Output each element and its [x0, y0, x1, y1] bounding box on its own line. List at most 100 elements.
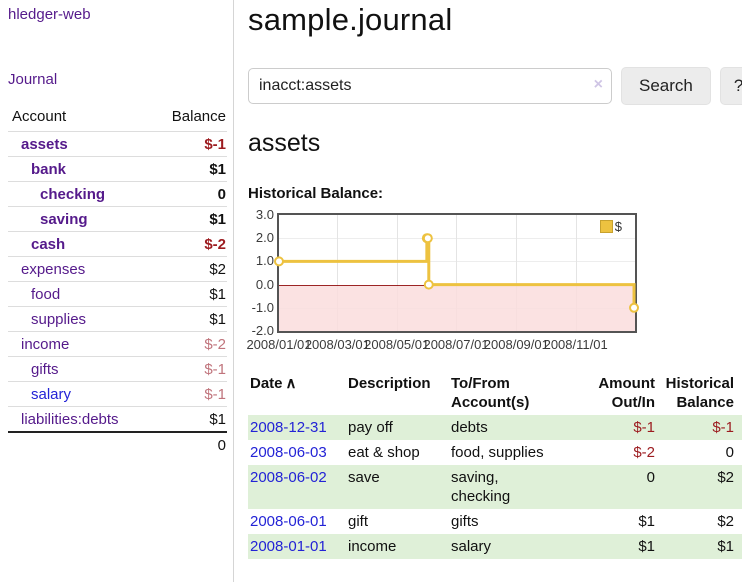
transaction-date-link[interactable]: 2008-06-03: [250, 444, 327, 461]
transaction-amount: $1: [638, 538, 655, 555]
transaction-description: income: [348, 538, 397, 555]
transaction-date-link[interactable]: 2008-06-01: [250, 513, 327, 530]
transaction-balance: 0: [725, 444, 734, 461]
x-axis-tick-label: 2008/05/01: [364, 337, 430, 352]
register-row: 2008-12-31 pay off debts $-1 $-1: [248, 415, 742, 440]
register-header-date[interactable]: Date ∧: [250, 375, 297, 392]
account-balance: $-2: [150, 331, 227, 357]
clear-search-icon[interactable]: ×: [593, 76, 603, 93]
sidebar-item-journal[interactable]: Journal: [8, 71, 58, 88]
historical-balance-chart: $ 3.0 2.0 1.0 0.0 -1.0 -2.0 2008/01/01 2008/03/…: [246, 208, 742, 355]
legend-label: $: [614, 219, 622, 234]
account-link[interactable]: expenses: [21, 261, 86, 278]
accounts-tbody: assets $-1 bank $1 checking 0 saving $1 cash $-2 e…: [8, 131, 227, 432]
y-axis-tick-label: -1.0: [251, 299, 274, 315]
account-link[interactable]: liabilities:debts: [21, 411, 119, 428]
chart-data-point: [274, 256, 284, 267]
legend-swatch-icon: [599, 220, 613, 233]
y-axis-tick-label: -2.0: [251, 323, 274, 338]
register-header-amount: Amount Out/In: [598, 375, 655, 411]
transaction-date-link[interactable]: 2008-12-31: [250, 419, 327, 436]
account-link[interactable]: cash: [31, 236, 66, 253]
x-axis-tick-label: 2008/11/01: [543, 337, 608, 352]
register-tbody: 2008-12-31 pay off debts $-1 $-1 2008-06-03 ea…: [248, 415, 742, 559]
transaction-amount: $-2: [633, 444, 655, 461]
account-balance: $1: [150, 206, 227, 232]
transaction-date-link[interactable]: 2008-01-01: [250, 538, 327, 555]
account-row: income $-2: [8, 331, 227, 357]
account-row: gifts $-1: [8, 356, 227, 382]
account-balance: $2: [150, 256, 227, 282]
account-balance: $1: [150, 156, 227, 182]
register-header-accounts: To/From Account(s): [451, 375, 530, 411]
balance-line: [279, 236, 636, 308]
account-balance: $1: [150, 406, 227, 432]
main-content: sample.journal × Search ? assets Histori…: [234, 0, 742, 559]
account-link[interactable]: bank: [31, 161, 67, 178]
transaction-accounts: salary: [451, 538, 492, 555]
chart-data-point: [629, 302, 640, 313]
account-link[interactable]: food: [31, 286, 61, 303]
transaction-description: save: [348, 469, 380, 486]
transaction-amount: $-1: [633, 419, 655, 436]
account-balance: $-1: [150, 381, 227, 407]
account-balance: $1: [150, 281, 227, 307]
account-link[interactable]: checking: [40, 186, 106, 203]
accounts-total-row: 0: [8, 431, 227, 457]
y-axis-tick-label: 2.0: [255, 230, 274, 246]
account-link[interactable]: income: [21, 336, 70, 353]
transaction-description: gift: [348, 513, 369, 530]
transaction-description: eat & shop: [348, 444, 420, 461]
account-balance: $-1: [150, 356, 227, 382]
transaction-accounts: saving, checking: [451, 469, 511, 505]
accounts-header-balance: Balance: [171, 108, 226, 125]
account-row: assets $-1: [8, 131, 227, 157]
account-link[interactable]: saving: [40, 211, 88, 228]
search-form: × Search ?: [248, 67, 742, 105]
search-help-button[interactable]: ?: [719, 67, 742, 105]
accounts-total-value: 0: [150, 431, 227, 457]
account-row: food $1: [8, 281, 227, 307]
transaction-balance: $2: [717, 513, 734, 530]
chart-data-point: [423, 279, 434, 290]
sort-ascending-icon: ∧: [285, 375, 297, 392]
account-balance: 0: [150, 181, 227, 207]
account-row: salary $-1: [8, 381, 227, 407]
transaction-balance: $-1: [712, 419, 734, 436]
account-row: checking 0: [8, 181, 227, 207]
account-balance: $1: [150, 306, 227, 332]
x-axis-tick-label: 2008/03/01: [304, 337, 370, 352]
transaction-accounts: food, supplies: [451, 444, 544, 461]
accounts-table: Account Balance assets $-1 bank $1 checking 0…: [8, 104, 227, 457]
account-link[interactable]: salary: [31, 386, 72, 403]
app-title-link[interactable]: hledger-web: [8, 6, 91, 23]
transaction-description: pay off: [348, 419, 393, 436]
search-button[interactable]: Search: [621, 67, 711, 105]
sidebar: hledger-web Journal Account Balance asse…: [0, 0, 234, 582]
register-row: 2008-06-01 gift gifts $1 $2: [248, 509, 742, 534]
account-balance: $-1: [150, 131, 227, 157]
search-input[interactable]: [248, 68, 612, 104]
register-row: 2008-01-01 income salary $1 $1: [248, 534, 742, 559]
account-link[interactable]: gifts: [31, 361, 59, 378]
accounts-header-account: Account: [12, 108, 67, 125]
x-axis-tick-label: 2008/09/01: [483, 337, 549, 352]
transaction-accounts: debts: [451, 419, 488, 436]
account-row: cash $-2: [8, 231, 227, 257]
account-balance: $-2: [150, 231, 227, 257]
x-axis-tick-label: 2008/07/01: [423, 337, 489, 352]
account-link[interactable]: assets: [21, 136, 68, 153]
transaction-balance: $2: [717, 469, 734, 486]
transaction-date-link[interactable]: 2008-06-02: [250, 469, 327, 486]
account-row: supplies $1: [8, 306, 227, 332]
register-header-balance: Historical Balance: [665, 375, 734, 411]
register-row: 2008-06-02 save saving, checking 0 $2: [248, 465, 742, 509]
account-row: saving $1: [8, 206, 227, 232]
account-row: bank $1: [8, 156, 227, 182]
chart-heading: Historical Balance:: [248, 185, 384, 202]
account-row: expenses $2: [8, 256, 227, 282]
y-axis-tick-label: 1.0: [255, 253, 274, 269]
account-link[interactable]: supplies: [31, 311, 87, 328]
register-table: Date ∧ Description To/From Account(s) Amou…: [248, 372, 742, 559]
account-row: liabilities:debts $1: [8, 406, 227, 432]
